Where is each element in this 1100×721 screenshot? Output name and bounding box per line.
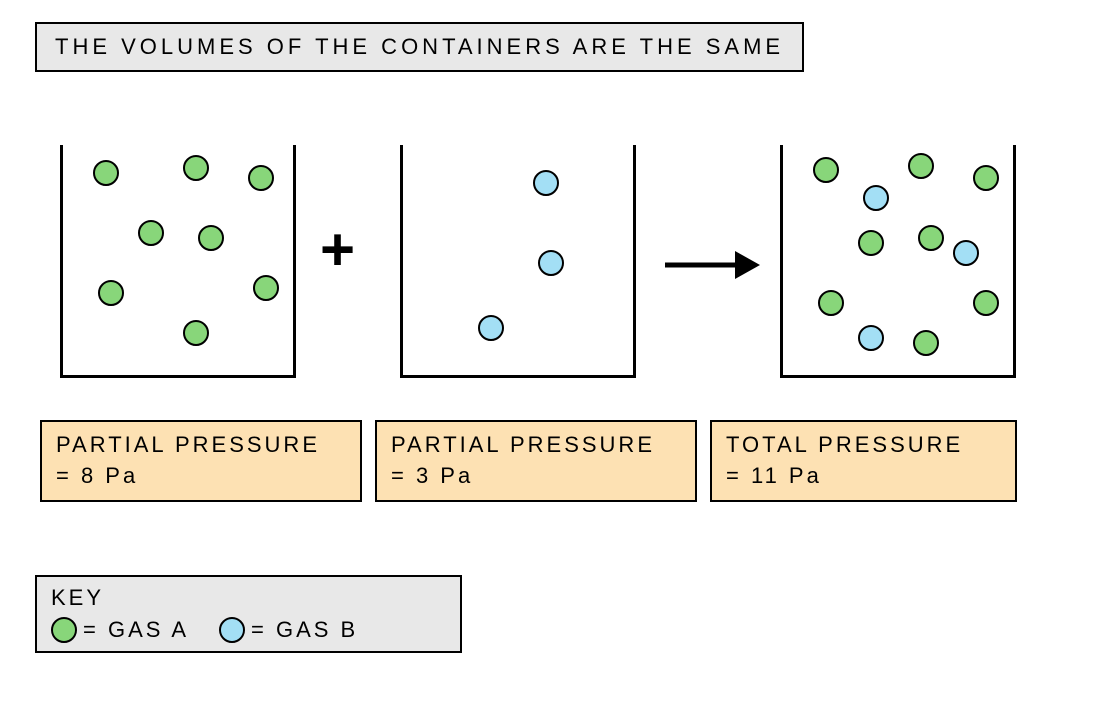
gas-b-dot: [953, 240, 979, 266]
label-a: PARTIAL PRESSURE = 8 Pa: [40, 420, 362, 502]
label-ab: TOTAL PRESSURE = 11 Pa: [710, 420, 1017, 502]
gas-b-dot: [533, 170, 559, 196]
key-dot-b: [219, 617, 245, 643]
container-b: [400, 145, 636, 378]
gas-a-dot: [858, 230, 884, 256]
gas-b-dot: [478, 315, 504, 341]
label-b-line2: = 3 Pa: [391, 463, 473, 488]
container-ab: [780, 145, 1016, 378]
key-text-a: = GAS A: [83, 617, 189, 643]
gas-a-dot: [198, 225, 224, 251]
key-title: KEY: [51, 585, 446, 611]
gas-a-dot: [818, 290, 844, 316]
gas-a-dot: [908, 153, 934, 179]
gas-a-dot: [98, 280, 124, 306]
gas-b-dot: [863, 185, 889, 211]
key-item-a: = GAS A: [51, 617, 189, 643]
gas-a-dot: [248, 165, 274, 191]
title-text: THE VOLUMES OF THE CONTAINERS ARE THE SA…: [55, 34, 784, 59]
key-item-b: = GAS B: [219, 617, 358, 643]
gas-a-dot: [918, 225, 944, 251]
label-a-line2: = 8 Pa: [56, 463, 138, 488]
gas-a-dot: [138, 220, 164, 246]
plus-icon: +: [320, 215, 355, 284]
gas-a-dot: [93, 160, 119, 186]
gas-a-dot: [253, 275, 279, 301]
gas-a-dot: [183, 155, 209, 181]
key-dot-a: [51, 617, 77, 643]
label-b-line1: PARTIAL PRESSURE: [391, 432, 655, 457]
gas-a-dot: [913, 330, 939, 356]
gas-b-dot: [538, 250, 564, 276]
label-ab-line2: = 11 Pa: [726, 463, 822, 488]
gas-a-dot: [183, 320, 209, 346]
key-box: KEY = GAS A = GAS B: [35, 575, 462, 653]
label-ab-line1: TOTAL PRESSURE: [726, 432, 963, 457]
gas-a-dot: [813, 157, 839, 183]
label-a-line1: PARTIAL PRESSURE: [56, 432, 320, 457]
arrow-icon: [665, 245, 760, 285]
gas-a-dot: [973, 290, 999, 316]
gas-a-dot: [973, 165, 999, 191]
label-b: PARTIAL PRESSURE = 3 Pa: [375, 420, 697, 502]
title-box: THE VOLUMES OF THE CONTAINERS ARE THE SA…: [35, 22, 804, 72]
gas-b-dot: [858, 325, 884, 351]
container-a: [60, 145, 296, 378]
key-text-b: = GAS B: [251, 617, 358, 643]
